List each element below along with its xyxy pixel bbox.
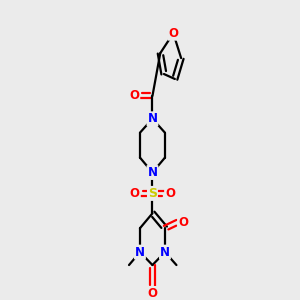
Text: O: O: [178, 216, 188, 229]
Text: O: O: [130, 187, 140, 200]
Text: S: S: [148, 187, 157, 200]
Text: O: O: [168, 27, 178, 40]
Text: N: N: [148, 112, 158, 125]
Text: O: O: [148, 287, 158, 300]
Text: N: N: [135, 246, 145, 259]
Text: N: N: [148, 166, 158, 179]
Text: O: O: [129, 89, 139, 102]
Text: O: O: [165, 187, 175, 200]
Text: N: N: [160, 246, 170, 259]
